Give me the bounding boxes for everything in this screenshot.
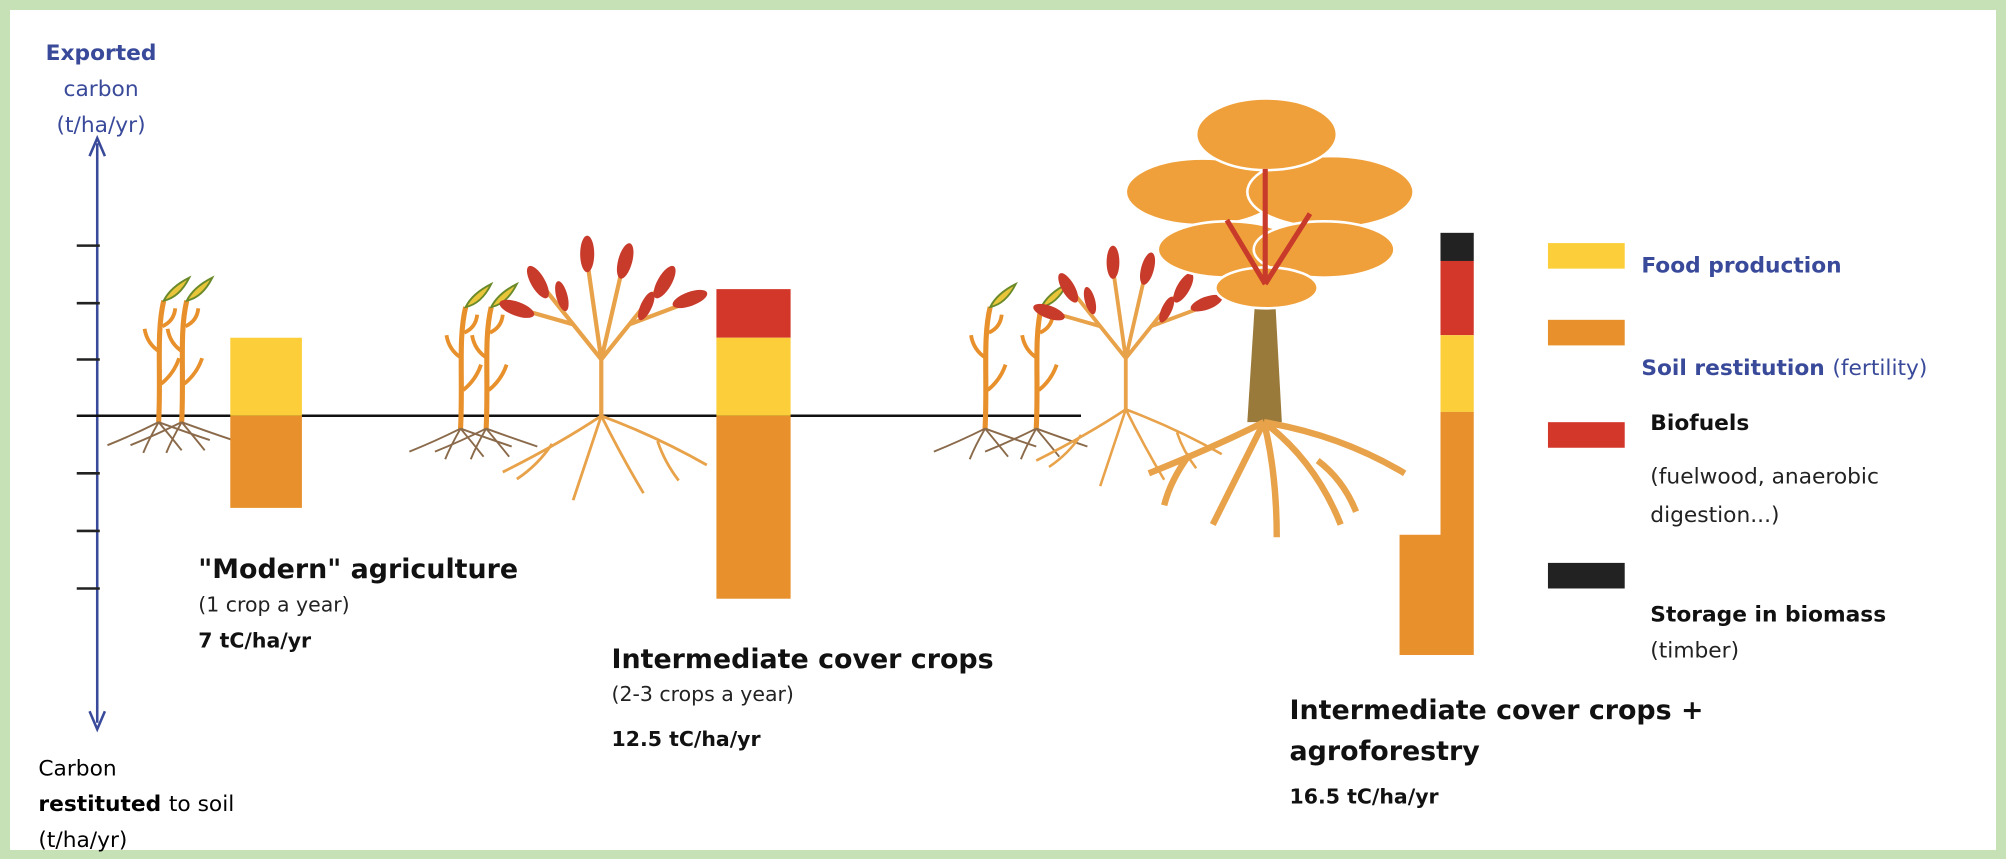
system-total: 7 tC/ha/yr (198, 628, 312, 652)
axis-bottom-bold: restituted (38, 792, 161, 817)
system-subtitle: (2-3 crops a year) (612, 682, 794, 706)
system-subtitle: (1 crop a year) (198, 593, 349, 617)
system-title: Intermediate cover crops + (1290, 695, 1704, 726)
axis-top: Exported (46, 41, 157, 66)
bar-3 (1399, 232, 1474, 656)
plants-3 (934, 97, 1415, 538)
axis-bottom: (t/ha/yr) (38, 828, 127, 853)
axis-top: (t/ha/yr) (57, 113, 146, 138)
legend-note: digestion...) (1650, 503, 1779, 528)
axis-bottom-rest: to soil (169, 792, 234, 817)
system-total: 12.5 tC/ha/yr (612, 727, 762, 751)
panel (10, 10, 1996, 850)
axis-ticks (76, 244, 100, 590)
legend-note: (timber) (1650, 639, 1739, 664)
legend-note: (fertility) (1832, 356, 1927, 381)
bar-1 (230, 337, 302, 508)
system-title: "Modern" agriculture (198, 554, 518, 585)
legend-swatch (1547, 562, 1625, 589)
system-title: agroforestry (1290, 736, 1481, 767)
legend-swatch (1547, 243, 1625, 269)
legend-swatch (1547, 319, 1625, 346)
system-title: Intermediate cover crops (612, 644, 994, 675)
axis-bottom: restituted to soil (38, 792, 234, 817)
legend-label: Biofuels (1650, 411, 1749, 436)
content: Exported carbon (t/ha/yr) Carbon restitu… (38, 41, 1927, 853)
legend-label-bold: Soil restitution (1641, 356, 1824, 381)
legend-swatch (1547, 422, 1625, 448)
legend-label: Soil restitution (fertility) (1641, 356, 1927, 381)
legend-label: Food production (1641, 253, 1841, 278)
axis-arrows (88, 134, 107, 733)
axis-top: carbon (64, 77, 139, 102)
axis-bottom: Carbon (38, 756, 116, 781)
bar-2 (716, 289, 791, 599)
legend-label: Storage in biomass (1650, 603, 1886, 628)
legend-note: (fuelwood, anaerobic (1650, 465, 1879, 490)
system-total: 16.5 tC/ha/yr (1290, 784, 1440, 808)
